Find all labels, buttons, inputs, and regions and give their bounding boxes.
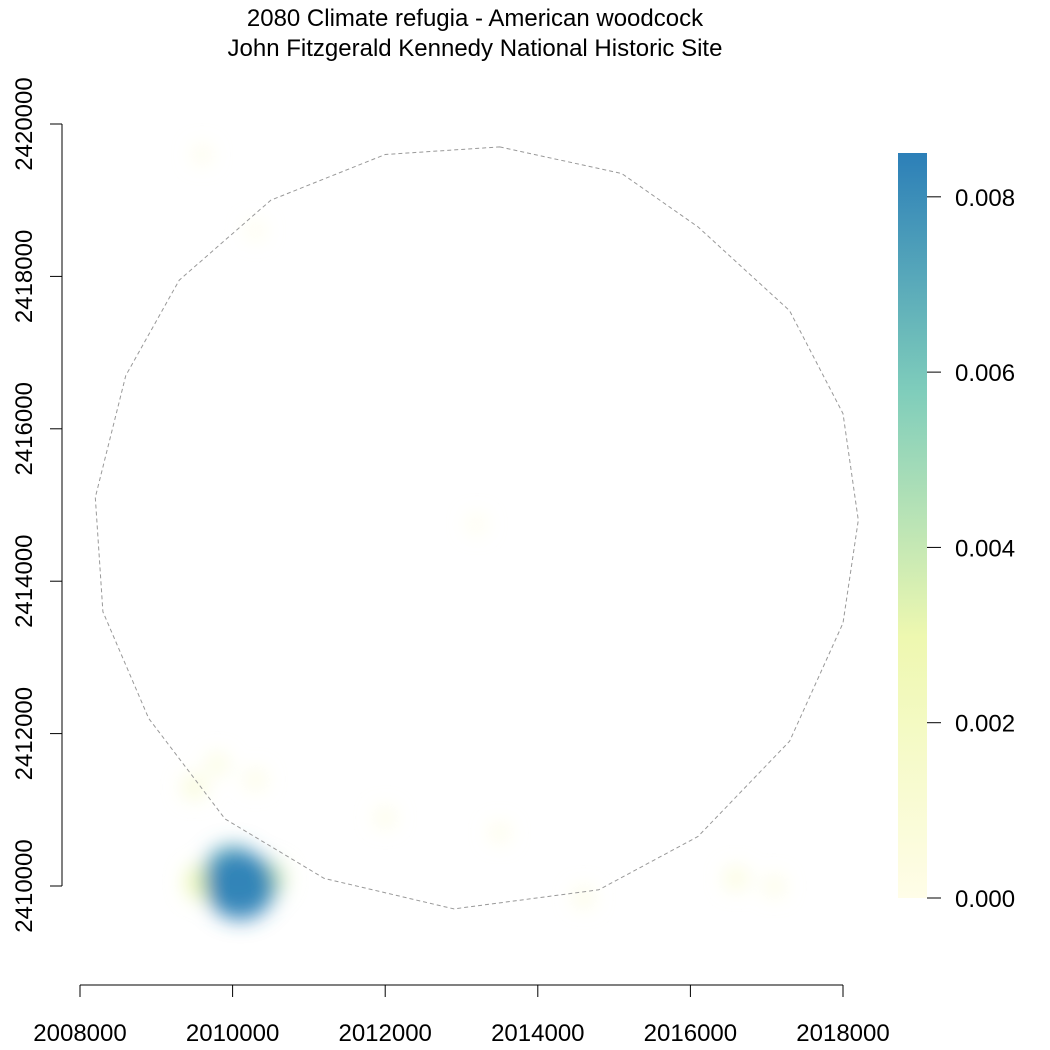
x-tick-label: 2014000 (491, 1020, 584, 1047)
y-tick-label: 2412000 (11, 687, 38, 780)
legend-tick-label: 0.006 (955, 360, 1015, 387)
x-tick-label: 2012000 (338, 1020, 431, 1047)
heat-cell (490, 823, 509, 842)
heat-cell (206, 753, 228, 775)
heat-cell (193, 145, 211, 164)
heat-cell (182, 775, 207, 799)
heat-cell (764, 876, 785, 896)
x-tick-label: 2010000 (186, 1020, 279, 1047)
x-axis: 2008000 2010000 2012000 2014000 2016000 20180… (33, 984, 890, 1047)
heat-cell (246, 222, 265, 240)
chart-title-block: 2080 Climate refugia - American woodcock… (0, 4, 950, 64)
y-tick-label: 2414000 (11, 534, 38, 627)
x-tick-label: 2008000 (33, 1020, 126, 1047)
park-boundary (94, 146, 859, 910)
chart-title: 2080 Climate refugia - American woodcock (246, 5, 704, 32)
heat-cell (375, 807, 395, 827)
legend-tick-label: 0.008 (955, 185, 1015, 212)
x-tick-label: 2016000 (644, 1020, 737, 1047)
color-legend: 0.000 0.002 0.004 0.006 0.008 (898, 153, 1015, 913)
y-tick-label: 2420000 (11, 77, 38, 170)
x-tick-label: 2018000 (796, 1020, 889, 1047)
y-tick-label: 2416000 (11, 382, 38, 475)
y-tick-label: 2418000 (11, 230, 38, 323)
heat-cell (245, 769, 266, 790)
legend-tick-label: 0.000 (955, 886, 1015, 913)
heatmap-layer (182, 145, 785, 920)
heat-cell (725, 867, 748, 890)
heat-cell (206, 852, 275, 920)
y-tick-label: 2410000 (11, 839, 38, 932)
legend-tick-label: 0.002 (955, 711, 1015, 738)
legend-tick-label: 0.004 (955, 535, 1015, 562)
chart-subtitle: John Fitzgerald Kennedy National Histori… (227, 35, 723, 62)
y-axis: 2410000 2412000 2414000 2416000 2418000 24200… (11, 77, 63, 933)
legend-colorbar (898, 153, 927, 898)
heat-cell (468, 515, 486, 533)
